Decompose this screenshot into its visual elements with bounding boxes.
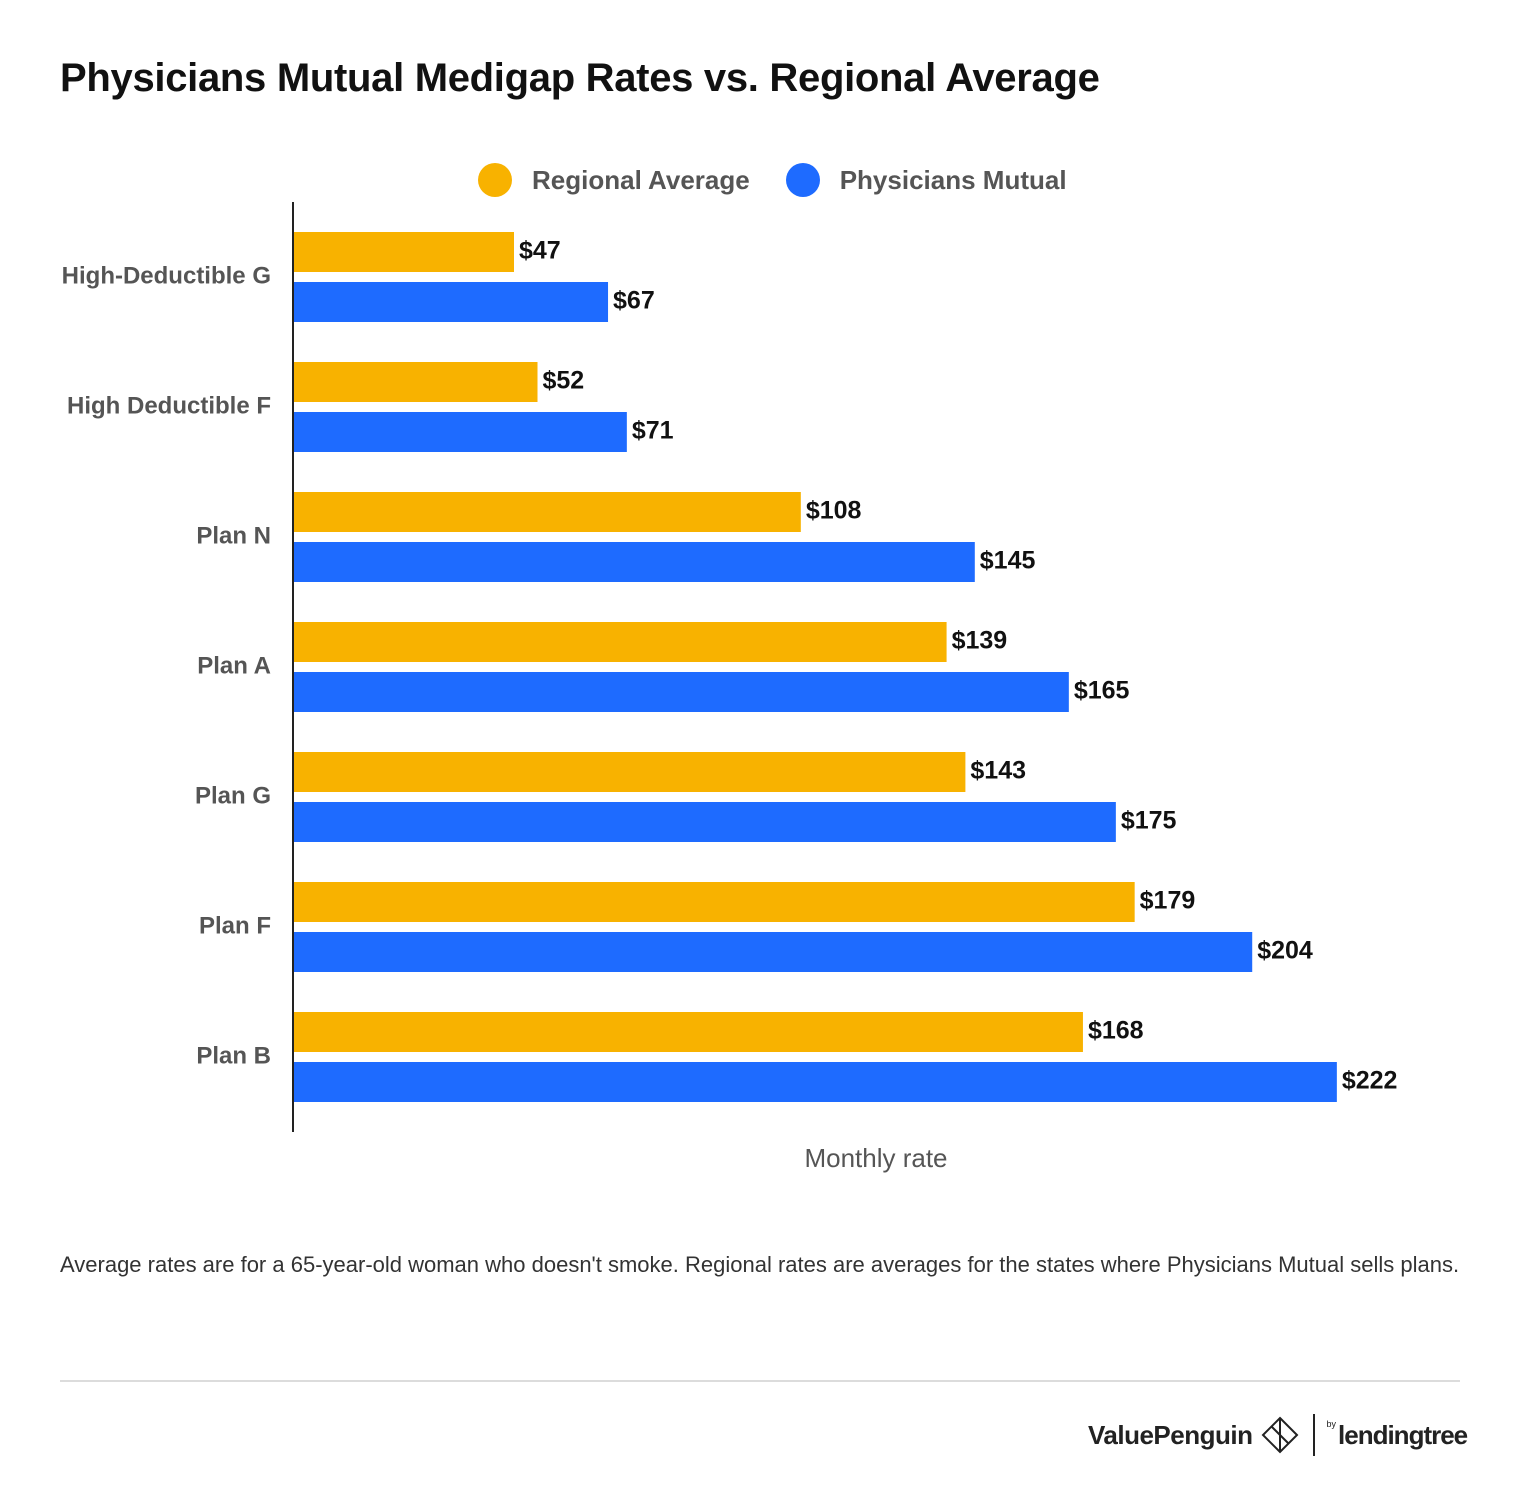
data-label-physicians-mutual-plan-a: $165	[1074, 677, 1130, 705]
legend-item-physicians-mutual: Physicians Mutual	[785, 163, 1067, 197]
bar-physicians-mutual-plan-a	[293, 672, 1069, 712]
footer-divider	[60, 1380, 1460, 1382]
legend-swatch-regional-average	[478, 163, 512, 197]
bar-physicians-mutual-plan-g	[293, 802, 1116, 842]
bar-regional-average-high-deductible-g	[293, 232, 514, 272]
bar-regional-average-high-deductible-f	[293, 362, 538, 402]
brand-separator	[1312, 1414, 1315, 1456]
data-label-physicians-mutual-high-deductible-f: $71	[632, 417, 674, 445]
data-label-regional-average-high-deductible-g: $47	[519, 237, 561, 265]
bar-physicians-mutual-plan-f	[293, 932, 1253, 972]
legend-label-physicians-mutual: Physicians Mutual	[839, 164, 1067, 195]
bar-regional-average-plan-f	[293, 882, 1135, 922]
bar-regional-average-plan-a	[293, 622, 947, 662]
bar-physicians-mutual-high-deductible-f	[293, 412, 627, 452]
data-label-physicians-mutual-plan-f: $204	[1257, 937, 1313, 965]
chart-footnote: Average rates are for a 65-year-old woma…	[60, 1252, 1460, 1277]
category-label-plan-a: Plan A	[197, 652, 271, 679]
data-label-regional-average-plan-f: $179	[1140, 887, 1196, 915]
data-label-regional-average-plan-n: $108	[806, 497, 862, 525]
brand-partner: lendingtree	[1338, 1419, 1468, 1450]
legend-item-regional-average: Regional Average	[478, 163, 750, 197]
brand-name: ValuePenguin	[1088, 1419, 1253, 1450]
legend-swatch-physicians-mutual	[785, 163, 820, 197]
category-label-high-deductible-f: High Deductible F	[67, 392, 271, 419]
bar-physicians-mutual-high-deductible-g	[293, 282, 609, 322]
data-label-physicians-mutual-plan-g: $175	[1121, 807, 1177, 835]
bar-physicians-mutual-plan-n	[293, 542, 975, 582]
data-label-physicians-mutual-plan-n: $145	[980, 547, 1036, 575]
data-label-regional-average-plan-a: $139	[952, 627, 1008, 655]
x-axis-label: Monthly rate	[804, 1143, 947, 1173]
data-label-physicians-mutual-high-deductible-g: $67	[613, 287, 655, 315]
brand-footer: ValuePenguin by lendingtree	[1088, 1410, 1468, 1460]
brand-by: by	[1326, 1419, 1337, 1429]
penguin-diamond-icon	[1261, 1416, 1298, 1454]
bar-physicians-mutual-plan-b	[293, 1062, 1337, 1102]
bar-regional-average-plan-b	[293, 1012, 1083, 1052]
data-label-regional-average-plan-g: $143	[970, 757, 1026, 785]
bar-regional-average-plan-n	[293, 492, 801, 532]
category-label-plan-g: Plan G	[195, 782, 271, 809]
bar-regional-average-plan-g	[293, 752, 966, 792]
category-label-plan-b: Plan B	[196, 1042, 271, 1069]
chart-legend: Regional Average Physicians Mutual	[478, 160, 1103, 200]
data-label-regional-average-plan-b: $168	[1088, 1017, 1144, 1045]
data-label-physicians-mutual-plan-b: $222	[1342, 1067, 1398, 1095]
legend-label-regional-average: Regional Average	[532, 164, 750, 195]
data-label-regional-average-high-deductible-f: $52	[543, 367, 585, 395]
category-label-high-deductible-g: High-Deductible G	[62, 262, 271, 289]
bar-chart: High-Deductible G $47 $67 High Deductible F…	[62, 202, 1398, 1173]
category-label-plan-f: Plan F	[199, 912, 271, 939]
page-title: Physicians Mutual Medigap Rates vs. Regi…	[60, 56, 1100, 100]
category-label-plan-n: Plan N	[196, 522, 271, 549]
